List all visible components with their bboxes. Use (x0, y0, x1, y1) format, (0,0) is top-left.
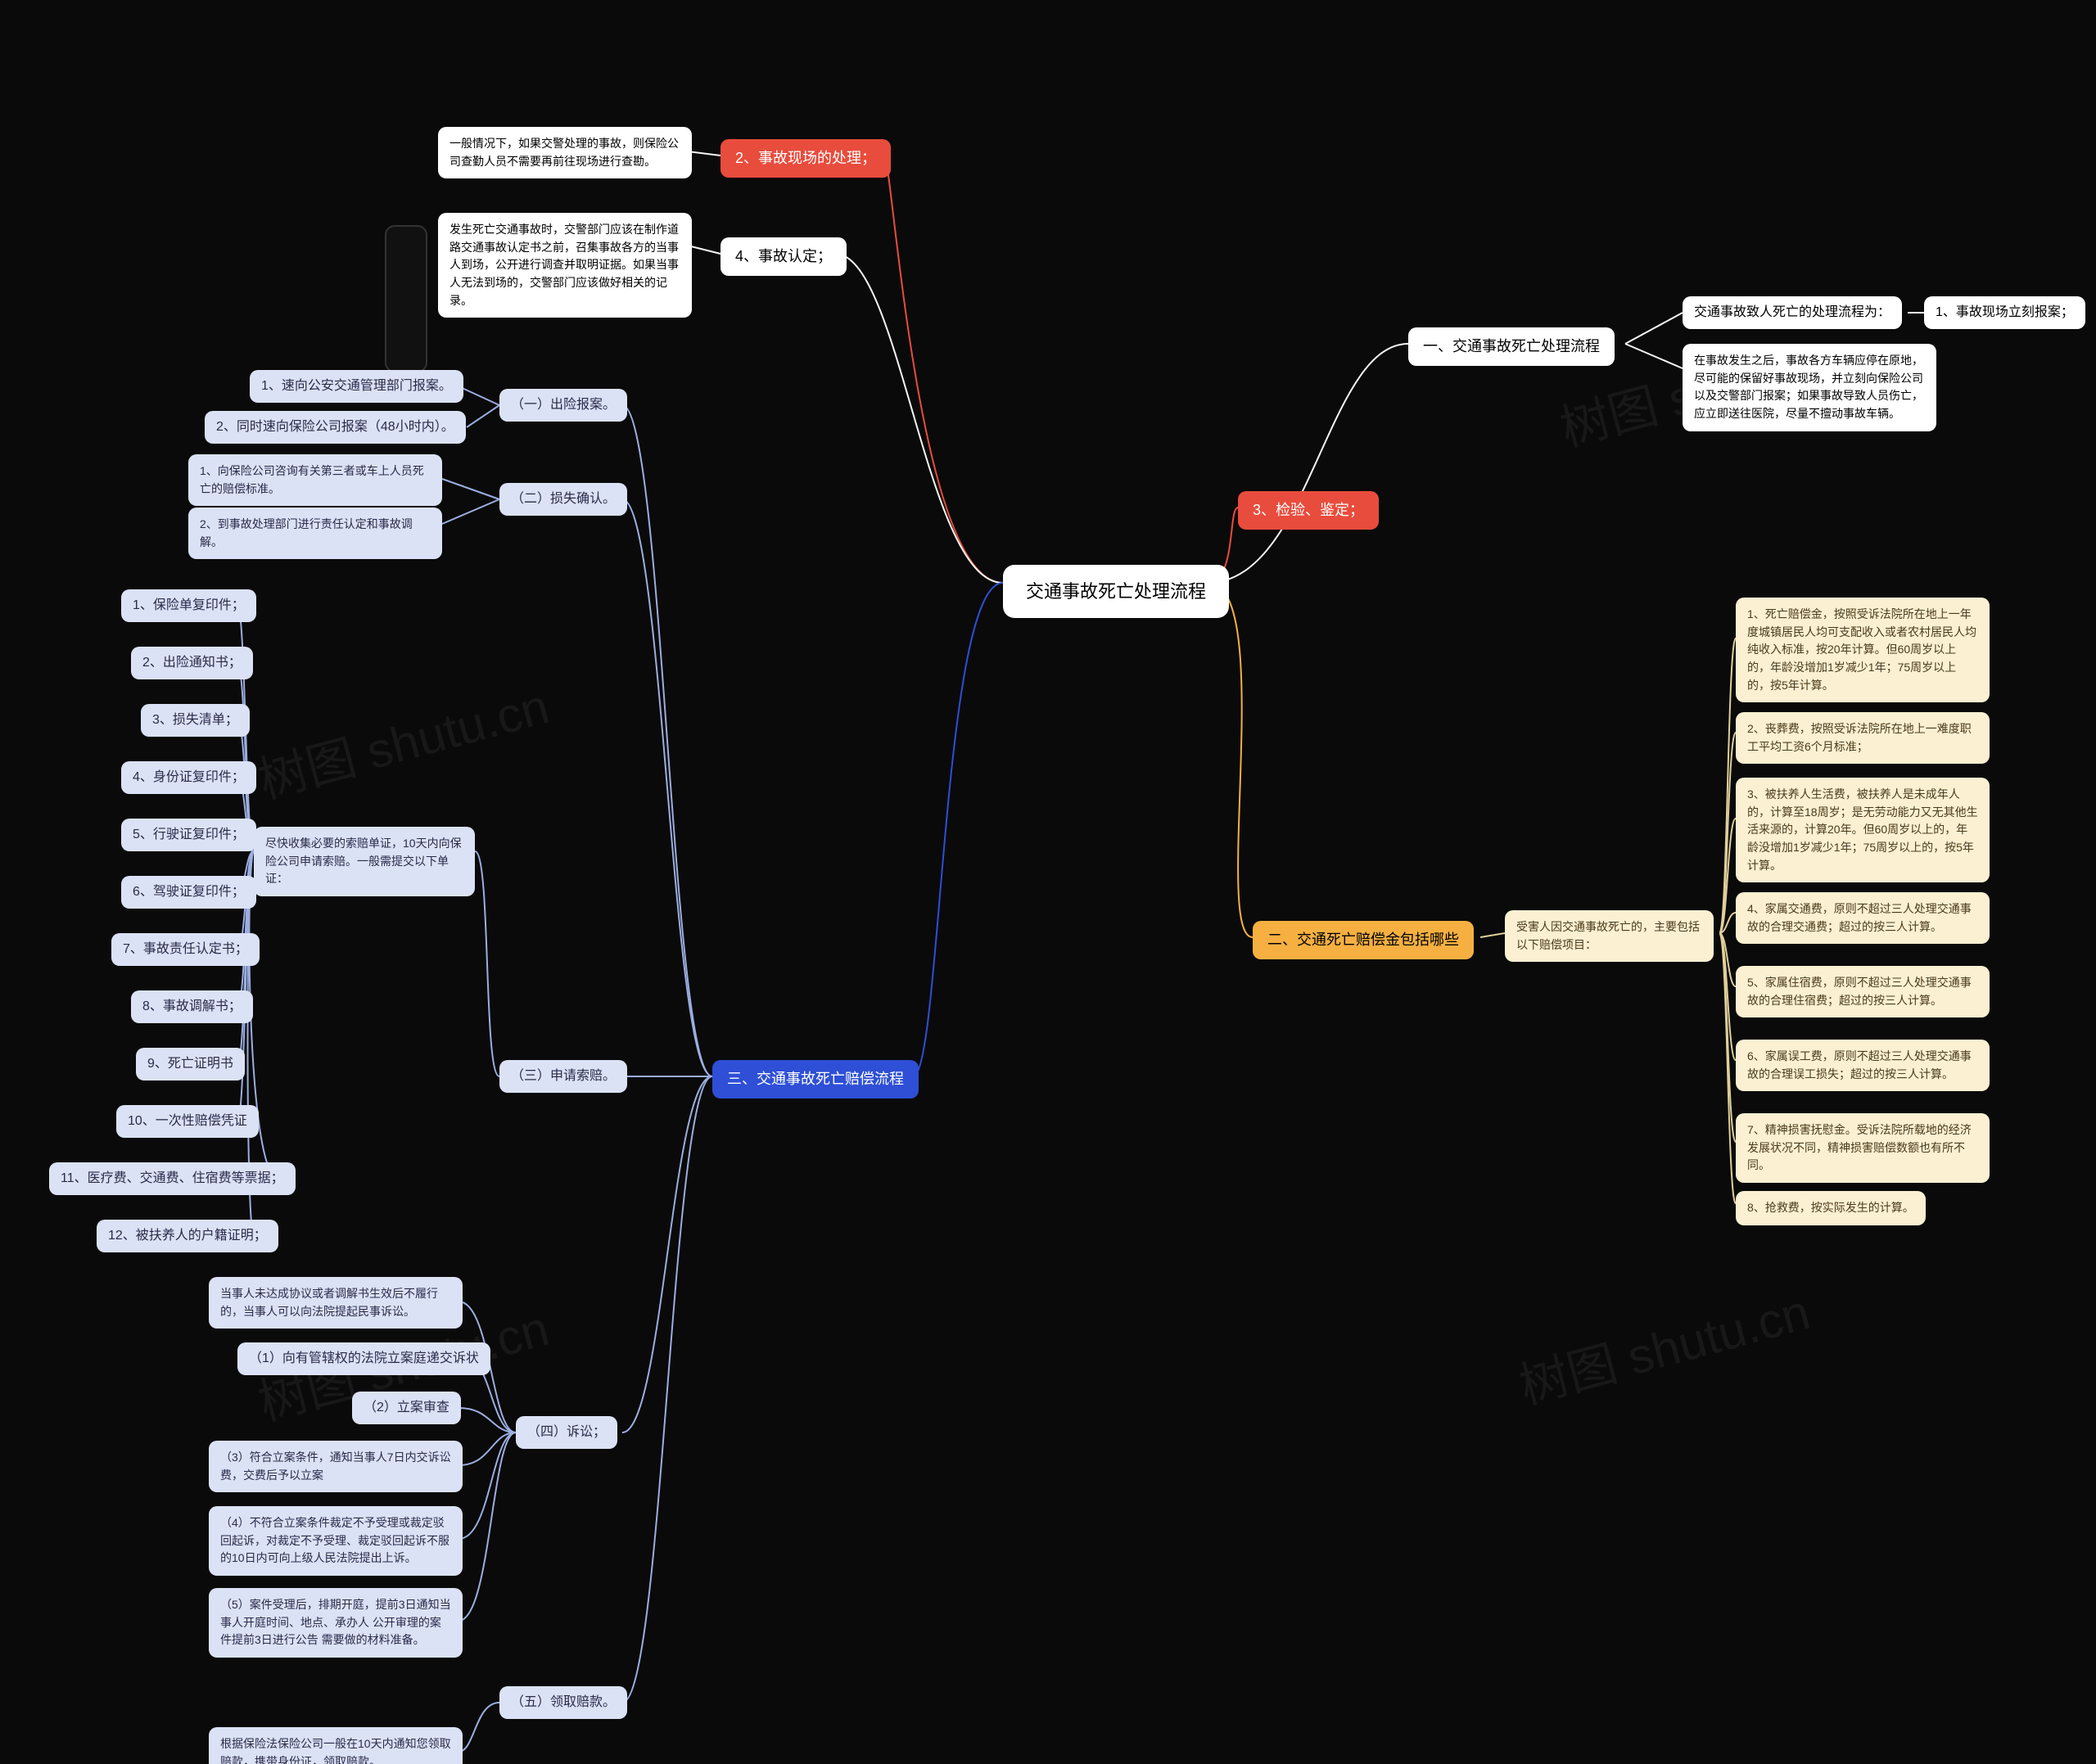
s3a[interactable]: （一）出险报案。 (499, 389, 627, 422)
s3d-5[interactable]: （5）案件受理后，排期开庭，提前3日通知当事人开庭时间、地点、承办人 公开审理的… (209, 1588, 463, 1658)
s3c-10[interactable]: 10、一次性赔偿凭证 (116, 1105, 259, 1138)
s3c-5[interactable]: 5、行驶证复印件； (121, 819, 256, 851)
section-3[interactable]: 三、交通事故死亡赔偿流程 (712, 1060, 919, 1099)
watermark: 树图 shutu.cn (1511, 1272, 1817, 1418)
s3c[interactable]: （三）申请索赔。 (499, 1060, 627, 1093)
b1-child-1a[interactable]: 1、事故现场立刻报案； (1924, 296, 2085, 329)
s2-item-7[interactable]: 7、精神损害抚慰金。受诉法院所载地的经济发展状况不同，精神损害赔偿数额也有所不同… (1736, 1113, 1990, 1183)
watermark: 树图 shutu.cn (250, 666, 556, 812)
s3c-8[interactable]: 8、事故调解书； (131, 990, 253, 1023)
s3e-1[interactable]: 根据保险法保险公司一般在10天内通知您领取赔款，携带身份证，领取赔款。 (209, 1727, 463, 1764)
root-node[interactable]: 交通事故死亡处理流程 (1003, 565, 1229, 618)
s2-item-3[interactable]: 3、被扶养人生活费，被扶养人是未成年人的，计算至18周岁；是无劳动能力又无其他生… (1736, 778, 1990, 882)
branch-4[interactable]: 4、事故认定； (720, 237, 847, 276)
s3d-3[interactable]: （3）符合立案条件，通知当事人7日内交诉讼费，交费后予以立案 (209, 1441, 463, 1492)
s3c-6[interactable]: 6、驾驶证复印件； (121, 876, 256, 909)
s2-item-1[interactable]: 1、死亡赔偿金，按照受诉法院所在地上一年度城镇居民人均可支配收入或者农村居民人均… (1736, 598, 1990, 702)
empty-box (385, 225, 427, 372)
s3a-1[interactable]: 1、速向公安交通管理部门报案。 (250, 370, 463, 403)
s3c-7[interactable]: 7、事故责任认定书； (111, 933, 260, 966)
s3b-1[interactable]: 1、向保险公司咨询有关第三者或车上人员死亡的赔偿标准。 (188, 454, 442, 506)
s2-item-6[interactable]: 6、家属误工费，原则不超过三人处理交通事故的合理误工损失；超过的按三人计算。 (1736, 1040, 1990, 1091)
s3c-intro[interactable]: 尽快收集必要的索赔单证，10天内向保险公司申请索赔。一般需提交以下单证： (254, 827, 475, 896)
s3b[interactable]: （二）损失确认。 (499, 483, 627, 516)
s3d-4[interactable]: （4）不符合立案条件裁定不予受理或裁定驳回起诉，对裁定不予受理、裁定驳回起诉不服… (209, 1506, 463, 1576)
branch-1[interactable]: 一、交通事故死亡处理流程 (1408, 327, 1615, 366)
s3c-4[interactable]: 4、身份证复印件； (121, 761, 256, 794)
s3d-0[interactable]: 当事人未达成协议或者调解书生效后不履行的，当事人可以向法院提起民事诉讼。 (209, 1277, 463, 1329)
s3c-2[interactable]: 2、出险通知书； (131, 647, 253, 679)
b1-child-2[interactable]: 在事故发生之后，事故各方车辆应停在原地，尽可能的保留好事故现场，并立刻向保险公司… (1683, 344, 1936, 431)
s3c-12[interactable]: 12、被扶养人的户籍证明； (97, 1220, 278, 1252)
s3c-9[interactable]: 9、死亡证明书 (136, 1048, 245, 1081)
s3d-2[interactable]: （2）立案审查 (352, 1392, 461, 1424)
s3b-2[interactable]: 2、到事故处理部门进行责任认定和事故调解。 (188, 508, 442, 559)
s3c-1[interactable]: 1、保险单复印件； (121, 589, 256, 622)
s2-item-4[interactable]: 4、家属交通费，原则不超过三人处理交通事故的合理交通费；超过的按三人计算。 (1736, 892, 1990, 944)
s2-item-2[interactable]: 2、丧葬费，按照受诉法院所在地上一难度职工平均工资6个月标准； (1736, 712, 1990, 764)
section-2[interactable]: 二、交通死亡赔偿金包括哪些 (1253, 921, 1474, 959)
s3c-3[interactable]: 3、损失清单； (141, 704, 250, 737)
s3a-2[interactable]: 2、同时速向保险公司报案（48小时内）。 (205, 411, 466, 444)
s2-intro[interactable]: 受害人因交通事故死亡的，主要包括以下赔偿项目： (1505, 910, 1714, 962)
s3d-1[interactable]: （1）向有管辖权的法院立案庭递交诉状 (237, 1342, 490, 1375)
b2-child-1[interactable]: 一般情况下，如果交警处理的事故，则保险公司查勤人员不需要再前往现场进行查勘。 (438, 127, 692, 178)
branch-3[interactable]: 3、检验、鉴定； (1238, 491, 1379, 530)
s2-item-8[interactable]: 8、抢救费，按实际发生的计算。 (1736, 1191, 1926, 1225)
b4-child-1[interactable]: 发生死亡交通事故时，交警部门应该在制作道路交通事故认定书之前，召集事故各方的当事… (438, 213, 692, 318)
branch-2[interactable]: 2、事故现场的处理； (720, 139, 891, 178)
s2-item-5[interactable]: 5、家属住宿费，原则不超过三人处理交通事故的合理住宿费；超过的按三人计算。 (1736, 966, 1990, 1017)
s3c-11[interactable]: 11、医疗费、交通费、住宿费等票据； (49, 1162, 296, 1195)
s3d[interactable]: （四）诉讼； (516, 1416, 617, 1449)
b1-child-1[interactable]: 交通事故致人死亡的处理流程为： (1683, 296, 1902, 329)
s3e[interactable]: （五）领取赔款。 (499, 1686, 627, 1719)
